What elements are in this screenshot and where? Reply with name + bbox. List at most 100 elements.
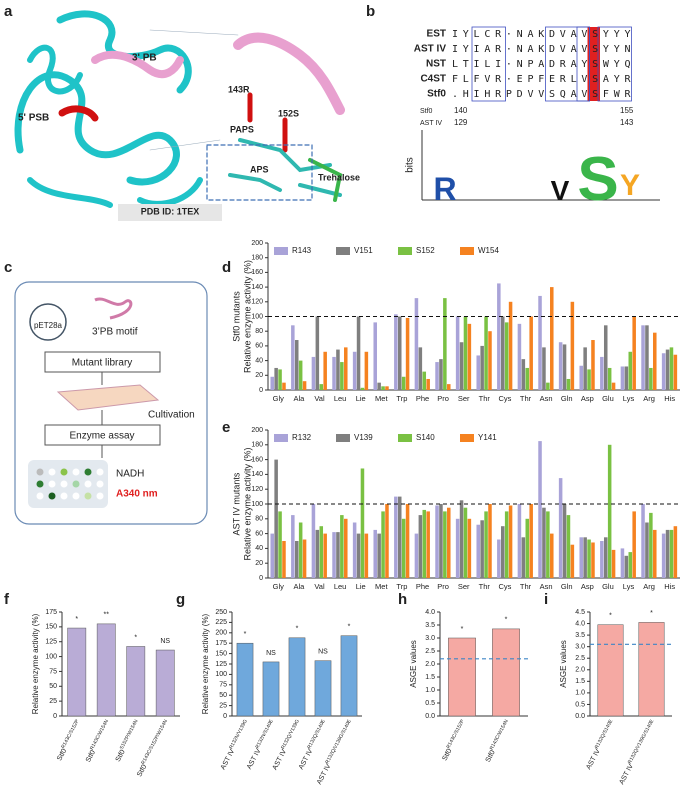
y-group-label: Stf0 mutants: [231, 291, 241, 342]
panel-label: a: [4, 3, 13, 20]
bar: [405, 504, 410, 578]
legend-label: V139: [354, 433, 373, 442]
bar: [521, 537, 526, 578]
y-tick-label: 2.0: [575, 667, 585, 674]
bar: [603, 325, 608, 390]
bar: [67, 627, 87, 717]
x-tick-label: Stf0R143C/S152P: [440, 718, 469, 762]
y-axis-label: Relative enzyme activity (%): [201, 613, 210, 714]
x-tick-label: Lie: [356, 394, 366, 403]
x-tick-label: Gln: [561, 394, 573, 403]
bar: [492, 628, 520, 717]
bar: [377, 533, 381, 578]
x-tick-label: Met: [375, 394, 388, 403]
motif-label: 3’PB motif: [92, 327, 138, 338]
x-tick-label: Val: [314, 582, 325, 591]
bar: [448, 637, 476, 717]
bar: [661, 533, 666, 578]
bar: [270, 533, 274, 578]
bar: [314, 660, 332, 717]
bar: [624, 366, 629, 390]
bar: [517, 504, 522, 578]
x-tick-label: Asp: [581, 582, 594, 591]
x-tick-label: Arg: [643, 394, 655, 403]
bar: [352, 351, 357, 390]
y-tick-label: 225: [215, 619, 227, 626]
y-tick-label: 50: [219, 692, 227, 699]
y-tick-label: 100: [45, 653, 57, 660]
bar: [459, 342, 464, 390]
x-tick-label: Pro: [437, 582, 449, 591]
y-tick-label: 140: [251, 471, 263, 478]
y-tick-label: 100: [251, 313, 263, 320]
bar: [611, 549, 616, 578]
panel-label: e: [222, 419, 230, 436]
bar: [500, 316, 505, 390]
bar: [298, 522, 303, 578]
bar: [385, 386, 389, 390]
bar: [278, 511, 282, 578]
y-tick-label: 2.5: [425, 648, 435, 655]
bar: [583, 537, 587, 578]
y-tick-label: 0: [259, 575, 263, 582]
y-tick-label: 4.0: [575, 620, 585, 627]
bar: [447, 507, 451, 578]
y-tick-label: 175: [215, 640, 227, 647]
y-axis-label: ASGE values: [559, 640, 568, 688]
legend-swatch: [336, 247, 350, 255]
bar: [480, 345, 484, 390]
category-base: AST IV: [246, 747, 263, 770]
y-tick-label: 100: [251, 501, 263, 508]
bar: [294, 541, 299, 578]
bar: [270, 376, 274, 390]
bar: [332, 356, 336, 390]
y-tick-label: 150: [215, 650, 227, 657]
y-tick-label: 75: [219, 682, 227, 689]
bar: [538, 295, 542, 390]
bar: [426, 378, 430, 390]
bar: [360, 468, 365, 578]
bar: [624, 555, 629, 578]
x-tick-label: Lys: [623, 394, 635, 403]
position-start: 140: [454, 106, 468, 115]
bar: [332, 532, 336, 578]
bar: [649, 367, 653, 390]
bar: [302, 539, 307, 578]
bar: [381, 511, 385, 578]
bar: [439, 504, 443, 578]
bar: [583, 347, 587, 390]
bar: [645, 325, 649, 390]
x-tick-label: AST IVR132Q/V139G: [270, 719, 303, 772]
x-tick-label: Ser: [458, 394, 470, 403]
bar: [488, 331, 492, 390]
y-tick-label: 40: [255, 545, 263, 552]
bar: [344, 518, 348, 578]
bar: [323, 351, 327, 390]
bar: [525, 518, 530, 578]
structure-label: 5' PSB: [18, 113, 49, 124]
step-label: Enzyme assay: [69, 431, 134, 442]
bar: [504, 322, 509, 390]
y-tick-label: 25: [219, 702, 227, 709]
x-tick-label: Leu: [334, 394, 347, 403]
bar: [484, 316, 488, 390]
x-tick-label: Cys: [498, 394, 511, 403]
x-tick-label: Gly: [273, 582, 285, 591]
bar: [653, 529, 657, 578]
logo-letter: V: [551, 175, 570, 206]
bar: [364, 533, 369, 578]
significance: NS: [266, 650, 276, 657]
y-tick-label: 160: [251, 456, 263, 463]
bar: [443, 511, 447, 578]
y-tick-label: 1.0: [425, 687, 435, 694]
x-tick-label: Arg: [643, 582, 655, 591]
bar: [262, 661, 280, 717]
bar: [394, 496, 398, 578]
logo-letter: R: [433, 171, 456, 207]
bar: [476, 355, 480, 390]
pdb-id: PDB ID: 1TEX: [141, 206, 200, 216]
category-superscript: R143C/S152P: [446, 718, 467, 750]
category-base: Stf0: [441, 748, 453, 762]
significance: *: [505, 617, 508, 624]
category-superscript: R143C/W154N: [89, 718, 110, 751]
